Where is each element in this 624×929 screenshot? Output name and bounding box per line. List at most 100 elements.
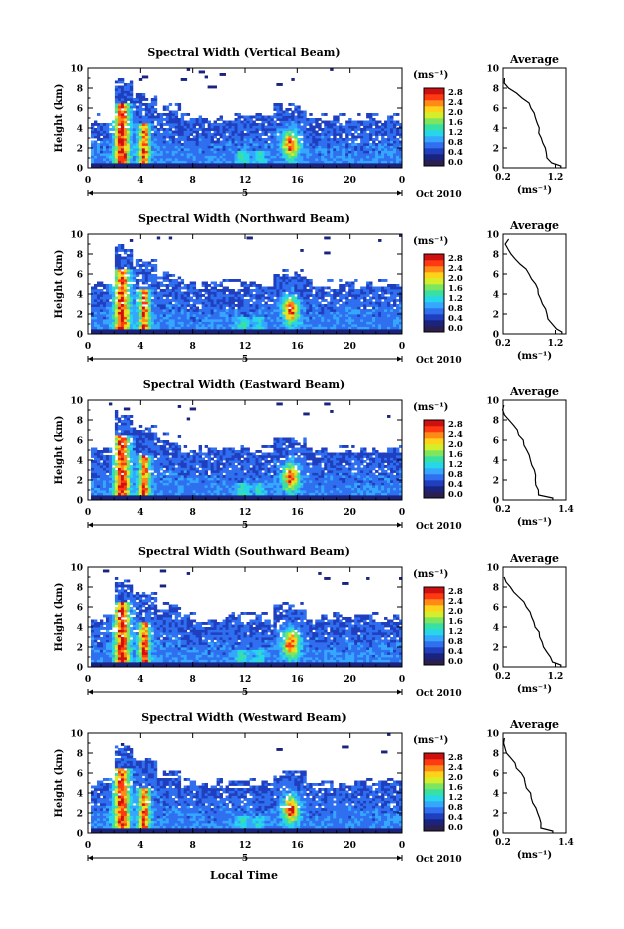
heatmap-cell [105, 311, 110, 315]
heatmap-cell [126, 123, 131, 126]
heatmap-cell [213, 128, 217, 131]
heatmap-cell [141, 128, 146, 131]
heatmap-cell [336, 306, 340, 310]
heatmap-cell [333, 319, 337, 322]
heatmap-cell [234, 296, 238, 300]
heatmap-cell [135, 321, 140, 325]
heatmap-cell [393, 140, 397, 144]
heatmap-cell [90, 319, 95, 322]
heatmap-cell [261, 324, 265, 327]
heatmap-cell [126, 321, 131, 325]
heatmap-cell [204, 324, 209, 327]
heatmap-cell [366, 150, 370, 154]
heatmap-cell [180, 155, 185, 159]
heatmap-cell [117, 281, 122, 285]
heatmap-cell [96, 163, 101, 166]
heatmap-cell [276, 321, 280, 325]
heatmap-cell [381, 324, 385, 327]
heatmap-cell [246, 125, 250, 129]
heatmap-cell [117, 269, 122, 272]
heatmap-cell [165, 123, 170, 126]
heatmap-cell [90, 450, 95, 453]
heatmap-cell [165, 311, 170, 315]
heatmap-cell [384, 314, 388, 317]
heatmap-cell [384, 324, 388, 327]
heatmap-cell [102, 324, 107, 327]
heatmap-cell [90, 135, 95, 139]
heatmap-cell [150, 108, 155, 111]
heatmap-cell [381, 329, 385, 332]
heatmap-cell [198, 314, 203, 317]
heatmap-cell [123, 485, 128, 488]
heatmap-cell [147, 269, 152, 272]
heatmap-cell [138, 291, 143, 295]
heatmap-cell [102, 462, 107, 466]
heatmap-cell [261, 158, 265, 161]
heatmap-cell [219, 306, 223, 310]
heatmap-cell [99, 316, 104, 320]
heatmap-cell [120, 291, 125, 295]
heatmap-cell [102, 467, 107, 471]
heatmap-cell [300, 309, 304, 312]
heatmap-cell [99, 150, 104, 154]
heatmap-cell [147, 150, 152, 154]
heatmap-cell [300, 284, 304, 287]
heatmap-cell [117, 497, 122, 501]
heatmap-cell [372, 165, 376, 169]
heatmap-cell [126, 427, 131, 431]
heatmap-cell [129, 450, 134, 453]
heatmap-cell [255, 135, 259, 139]
heatmap-cell [201, 331, 206, 335]
heatmap-cell [168, 294, 173, 297]
heatmap-cell [117, 103, 122, 106]
heatmap-cell [378, 331, 382, 335]
heatmap-cell [123, 460, 128, 463]
heatmap-cell [171, 160, 176, 164]
heatmap-cell [390, 316, 394, 320]
heatmap-cell [252, 326, 256, 330]
heatmap-cell [228, 326, 232, 330]
heatmap-cell [306, 120, 310, 124]
heatmap-cell [222, 120, 226, 124]
heatmap-cell [285, 138, 289, 141]
heatmap-cell [276, 331, 280, 335]
heatmap-cell [105, 155, 110, 159]
heatmap-cell [180, 123, 185, 126]
heatmap-cell [105, 324, 110, 327]
heatmap-cell [396, 140, 400, 144]
heatmap-cell [315, 299, 319, 302]
heatmap-cell [144, 271, 149, 275]
heatmap-cell [192, 321, 197, 325]
heatmap-cell [366, 291, 370, 295]
heatmap-cell [225, 123, 229, 126]
heatmap-cell [162, 143, 167, 146]
heatmap-cell [282, 145, 286, 149]
heatmap-cell [150, 150, 155, 154]
heatmap-cell [261, 143, 265, 146]
heatmap-cell [345, 299, 349, 302]
heatmap-cell [366, 138, 370, 141]
heatmap-cell [372, 120, 376, 124]
heatmap-cell [303, 296, 307, 300]
heatmap-cell [138, 296, 143, 300]
heatmap-cell [114, 158, 119, 161]
heatmap-cell [237, 153, 241, 156]
colorbar-swatch [424, 94, 444, 101]
heatmap-cell [345, 301, 349, 305]
heatmap-cell [195, 145, 200, 149]
heatmap-cell [144, 316, 149, 320]
heatmap-cell [396, 143, 400, 146]
heatmap-cell [129, 326, 134, 330]
heatmap-cell [339, 160, 343, 164]
heatmap-cell [222, 160, 226, 164]
heatmap-cell [303, 284, 307, 287]
heatmap-cell [117, 304, 122, 307]
heatmap-cell [291, 326, 295, 330]
heatmap-cell [147, 321, 152, 325]
heatmap-cell [117, 85, 122, 89]
heatmap-cell [267, 135, 271, 139]
heatmap-cell [345, 130, 349, 134]
heatmap-cell [270, 120, 274, 124]
heatmap-cell [252, 130, 256, 134]
heatmap-cell [345, 148, 349, 151]
